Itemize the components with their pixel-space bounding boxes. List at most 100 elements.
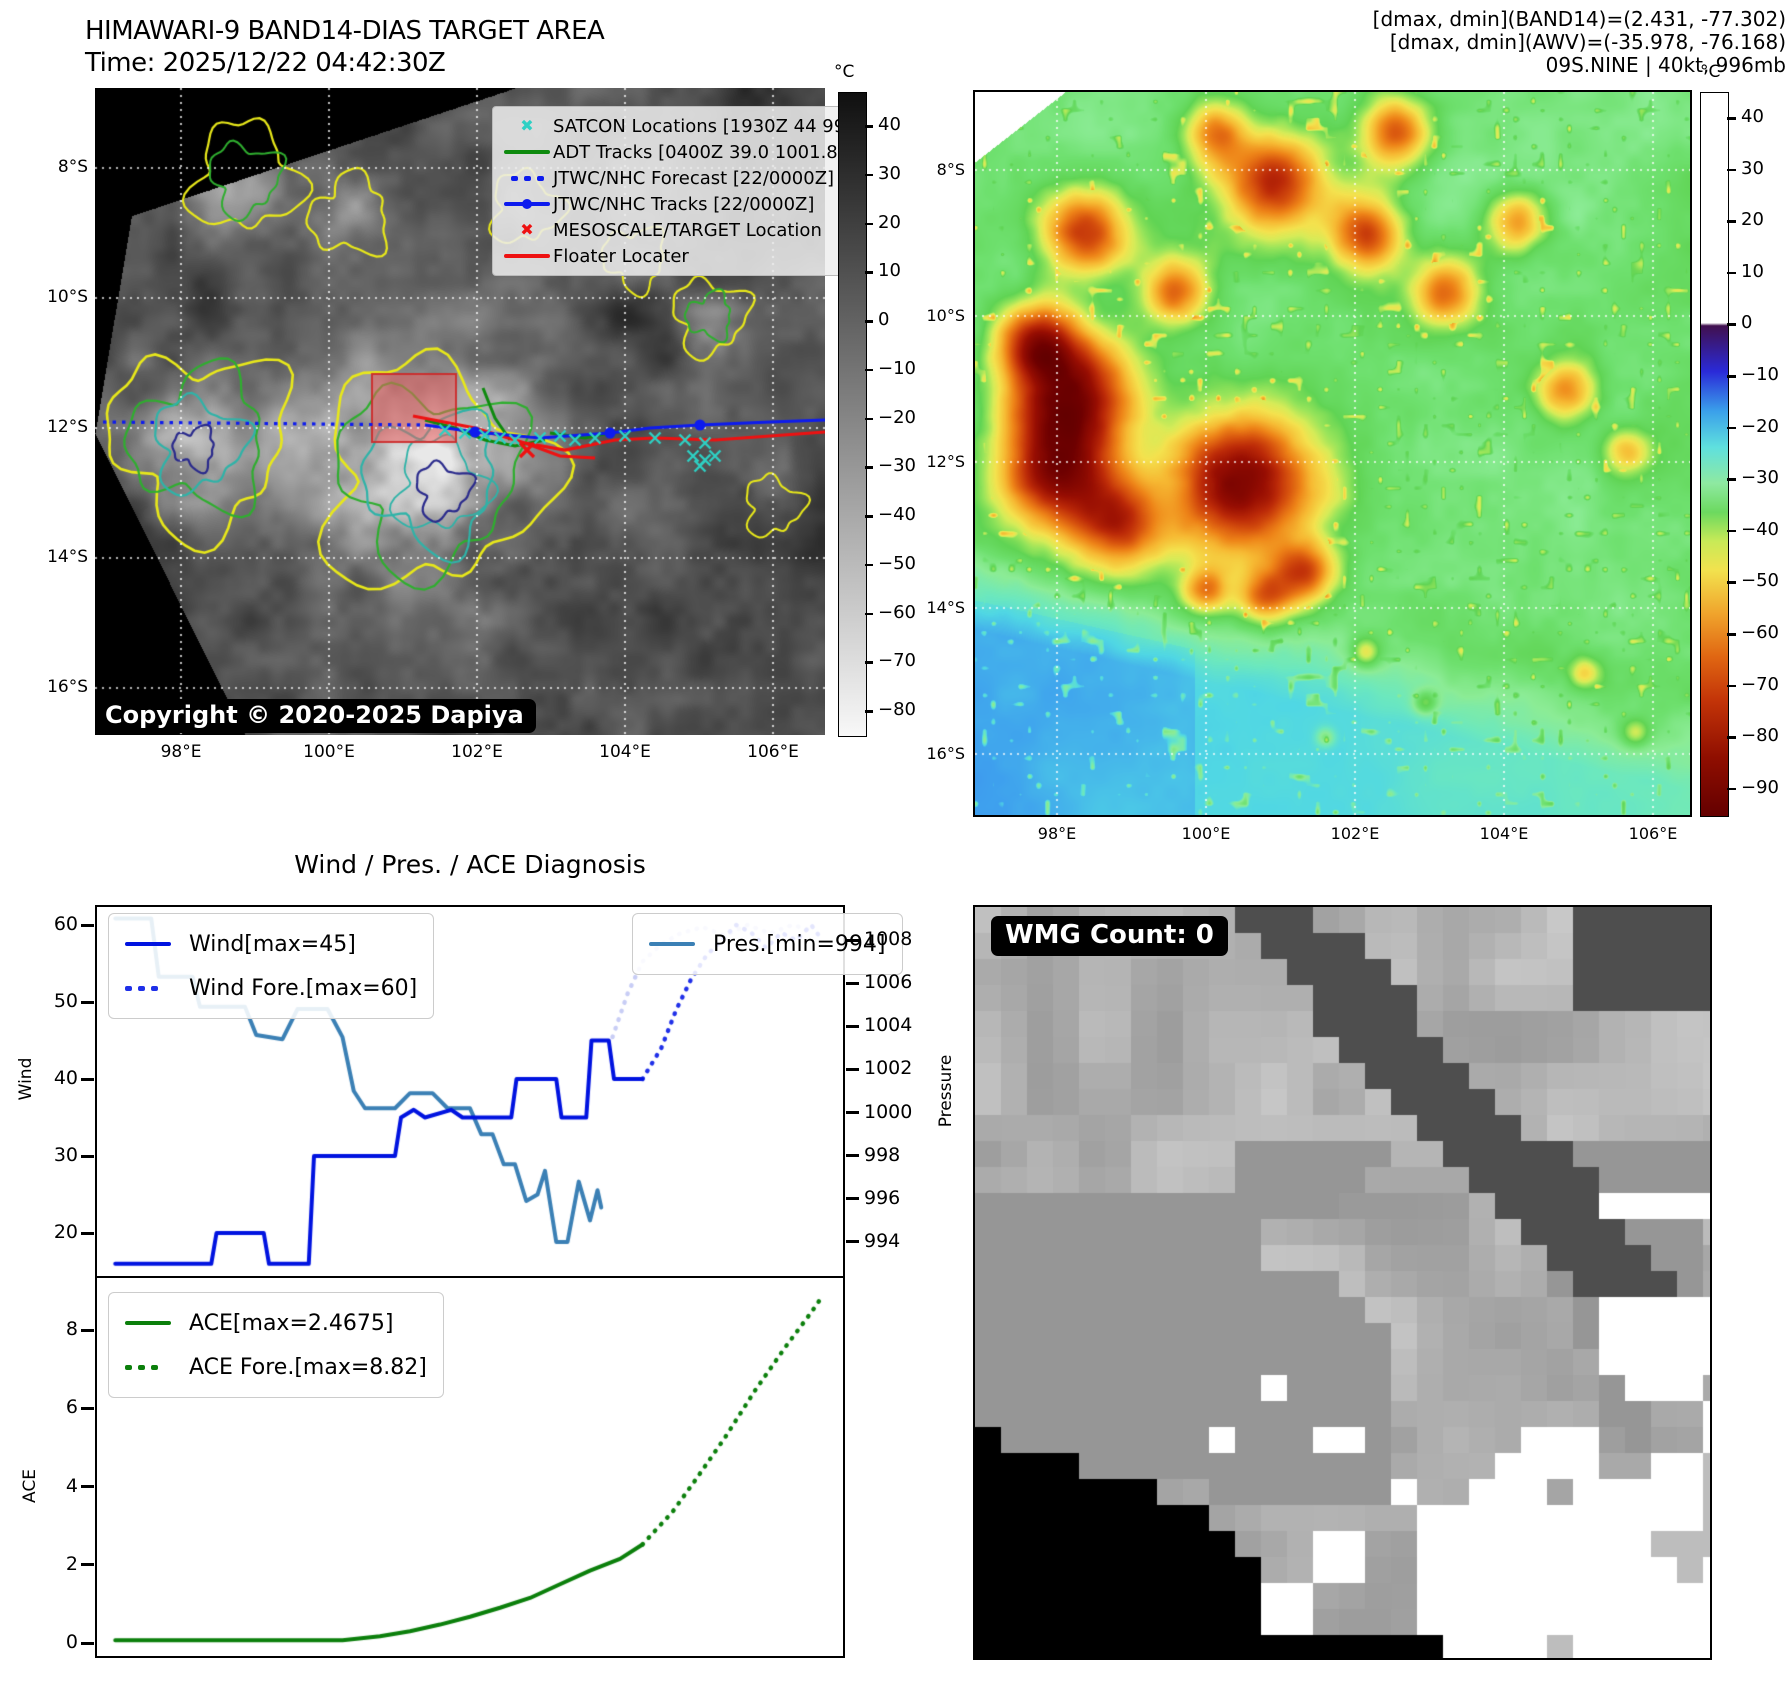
band14-colorbar-tick-label: −30 bbox=[878, 455, 916, 477]
awv-colorbar-tick-label: −30 bbox=[1741, 467, 1779, 489]
band14-legend-marker: ✖ bbox=[501, 222, 553, 238]
band14-lon-tick-label: 104°E bbox=[599, 742, 651, 762]
awv-colorbar-tick-label: 30 bbox=[1741, 157, 1764, 179]
pressure-axis-tick bbox=[846, 1111, 859, 1115]
line-marker-icon bbox=[649, 942, 695, 946]
band14-colorbar-tick-label: −20 bbox=[878, 406, 916, 428]
pressure-axis-tick bbox=[846, 1197, 859, 1201]
band14-legend-label: JTWC/NHC Tracks [22/0000Z] bbox=[553, 193, 815, 215]
wind-axis-tick bbox=[81, 1000, 94, 1004]
pressure-axis-tick bbox=[846, 1024, 859, 1028]
band14-lon-tick-label: 102°E bbox=[451, 742, 503, 762]
band14-legend-label: MESOSCALE/TARGET Location bbox=[553, 219, 822, 241]
band14-legend-row: Floater Locater bbox=[501, 243, 831, 269]
awv-colorbar-tick bbox=[1727, 684, 1736, 688]
band14-legend-marker: ✖ bbox=[501, 118, 553, 134]
wind-axis-tick bbox=[81, 923, 94, 927]
band14-lat-tick-label: 14°S bbox=[47, 547, 88, 567]
band14-colorbar-tick bbox=[865, 222, 873, 225]
wind-legend-label: Wind[max=45] bbox=[189, 931, 356, 957]
band14-colorbar-tick-label: 30 bbox=[878, 162, 901, 184]
line-marker-icon bbox=[504, 254, 550, 258]
ace-legend-row: ACE[max=2.4675] bbox=[125, 1301, 427, 1345]
awv-colorbar-tick bbox=[1727, 736, 1736, 739]
band14-legend-marker bbox=[501, 254, 553, 258]
pressure-legend-row: Pres.[min=994] bbox=[649, 922, 886, 966]
pressure-axis-tick bbox=[846, 938, 859, 942]
band14-colorbar-tick-label: −60 bbox=[878, 601, 916, 623]
band14-colorbar-tick-label: 10 bbox=[878, 260, 901, 282]
awv-colorbar-tick-label: −90 bbox=[1741, 776, 1779, 798]
wind-legend-marker bbox=[125, 942, 189, 946]
band14-legend-marker bbox=[501, 175, 553, 181]
awv-map-frame bbox=[973, 90, 1692, 817]
pressure-axis-tick bbox=[846, 981, 859, 985]
ace-axis-tick-label: 8 bbox=[65, 1318, 78, 1340]
band14-colorbar-tick bbox=[865, 271, 873, 274]
ace-axis-tick bbox=[81, 1563, 94, 1567]
band14-colorbar-tick-label: 20 bbox=[878, 211, 901, 233]
ace-legend-marker bbox=[125, 1364, 189, 1370]
ace-axis-tick-label: 6 bbox=[65, 1396, 78, 1419]
line-marker-icon bbox=[125, 942, 171, 946]
awv-colorbar bbox=[1700, 92, 1729, 817]
ace-axis-tick bbox=[81, 1406, 94, 1410]
pressure-axis-tick-label: 996 bbox=[864, 1186, 901, 1209]
wind-axis-tick-label: 60 bbox=[53, 913, 78, 935]
band14-map-legend: ✖ SATCON Locations [1930Z 44 996] ADT Trac… bbox=[492, 106, 864, 276]
ace-legend: ACE[max=2.4675] ACE Fore.[max=8.82] bbox=[108, 1292, 444, 1398]
ace-axis-tick-label: 2 bbox=[65, 1552, 78, 1575]
ace-legend-row: ACE Fore.[max=8.82] bbox=[125, 1345, 427, 1389]
band14-colorbar-tick-label: −50 bbox=[878, 552, 916, 574]
wind-axis-tick-label: 20 bbox=[53, 1221, 78, 1243]
awv-info-lines: [dmax, dmin](BAND14)=(2.431, -77.302) [dm… bbox=[1150, 8, 1786, 77]
band14-lon-tick-label: 98°E bbox=[160, 742, 202, 762]
band14-colorbar-tick bbox=[865, 515, 873, 518]
awv-colorbar-tick-label: −20 bbox=[1741, 415, 1779, 437]
awv-colorbar-tick bbox=[1727, 478, 1736, 481]
awv-colorbar-tick bbox=[1727, 117, 1736, 120]
ace-axis-tick-label: 4 bbox=[65, 1474, 78, 1497]
band14-colorbar-tick bbox=[865, 368, 873, 372]
ace-axis-label: ACE bbox=[20, 1469, 40, 1503]
wind-axis-tick-label: 50 bbox=[53, 990, 78, 1012]
wind-axis-tick bbox=[81, 1077, 94, 1081]
band14-colorbar-tick-label: −70 bbox=[878, 650, 916, 672]
band14-lon-tick-label: 106°E bbox=[747, 742, 799, 762]
band14-colorbar-tick-label: 40 bbox=[878, 114, 901, 135]
awv-lon-tick-label: 102°E bbox=[1330, 824, 1380, 843]
pressure-axis-tick-label: 994 bbox=[864, 1229, 901, 1252]
awv-lat-tick-label: 14°S bbox=[926, 598, 965, 617]
band14-colorbar-tick bbox=[865, 173, 873, 177]
ace-legend-label: ACE Fore.[max=8.82] bbox=[189, 1354, 427, 1380]
awv-colorbar-tick-label: −40 bbox=[1741, 518, 1779, 540]
awv-lat-tick-label: 8°S bbox=[936, 160, 965, 179]
band14-lat-tick-label: 12°S bbox=[47, 417, 88, 437]
wmg-panel-frame bbox=[973, 905, 1712, 1660]
band14-legend-row: ✖ MESOSCALE/TARGET Location bbox=[501, 217, 831, 243]
awv-colorbar-tick bbox=[1727, 168, 1736, 172]
band14-legend-marker bbox=[501, 199, 553, 209]
ace-legend-label: ACE[max=2.4675] bbox=[189, 1310, 394, 1336]
band14-lat-tick-label: 16°S bbox=[47, 677, 88, 697]
wind-legend-row: Wind[max=45] bbox=[125, 922, 417, 966]
ace-legend-marker bbox=[125, 1321, 189, 1325]
band14-title: HIMAWARI-9 BAND14-DIAS TARGET AREA bbox=[85, 16, 605, 46]
diagnosis-title: Wind / Pres. / ACE Diagnosis bbox=[294, 850, 646, 879]
ace-axis-tick bbox=[81, 1485, 94, 1488]
awv-colorbar-tick-label: −80 bbox=[1741, 725, 1779, 747]
wind-axis-tick bbox=[81, 1231, 94, 1235]
wind-legend-row: Wind Fore.[max=60] bbox=[125, 966, 417, 1010]
pressure-axis-tick-label: 1008 bbox=[864, 928, 913, 950]
ace-axis-tick bbox=[81, 1641, 94, 1645]
awv-colorbar-tick bbox=[1727, 220, 1736, 223]
band14-legend-row: JTWC/NHC Tracks [22/0000Z] bbox=[501, 191, 831, 217]
band14-legend-label: JTWC/NHC Forecast [22/0000Z] bbox=[553, 167, 835, 189]
pressure-legend-label: Pres.[min=994] bbox=[713, 931, 886, 957]
x-marker-icon: ✖ bbox=[520, 220, 534, 239]
band14-legend-row: ✖ SATCON Locations [1930Z 44 996] bbox=[501, 113, 863, 139]
awv-colorbar-tick-label: 10 bbox=[1741, 260, 1764, 282]
awv-colorbar-tick-label: −60 bbox=[1741, 622, 1779, 643]
pressure-axis-tick-label: 1006 bbox=[864, 971, 913, 994]
